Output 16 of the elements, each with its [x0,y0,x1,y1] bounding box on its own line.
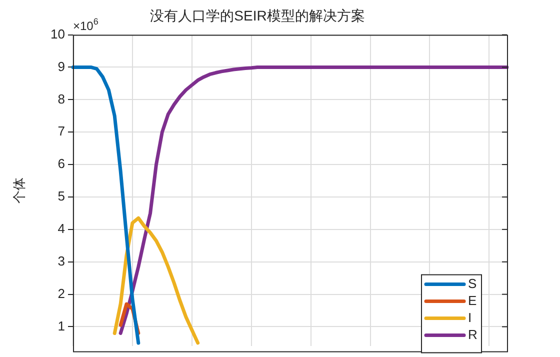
y-tick-label: 9 [58,58,65,74]
y-tick-label: 8 [58,91,65,106]
y-tick-label: 7 [58,124,65,139]
y-tick-label: 10 [50,26,65,42]
y-tick-label: 6 [58,156,65,172]
legend-label: I [468,310,472,325]
legend-label: R [468,326,478,342]
y-tick-label: 5 [58,188,65,204]
y-tick-label: 1 [58,318,65,334]
y-tick-label: 3 [58,253,65,268]
y-tick-label: 2 [58,286,65,301]
chart-title: 没有人口学的SEIR模型的解决方案 [150,7,365,24]
legend-label: S [468,276,477,291]
y-tick-label: 4 [58,221,65,236]
y-axis-title: 个体 [11,178,26,204]
legend-label: E [468,292,477,308]
